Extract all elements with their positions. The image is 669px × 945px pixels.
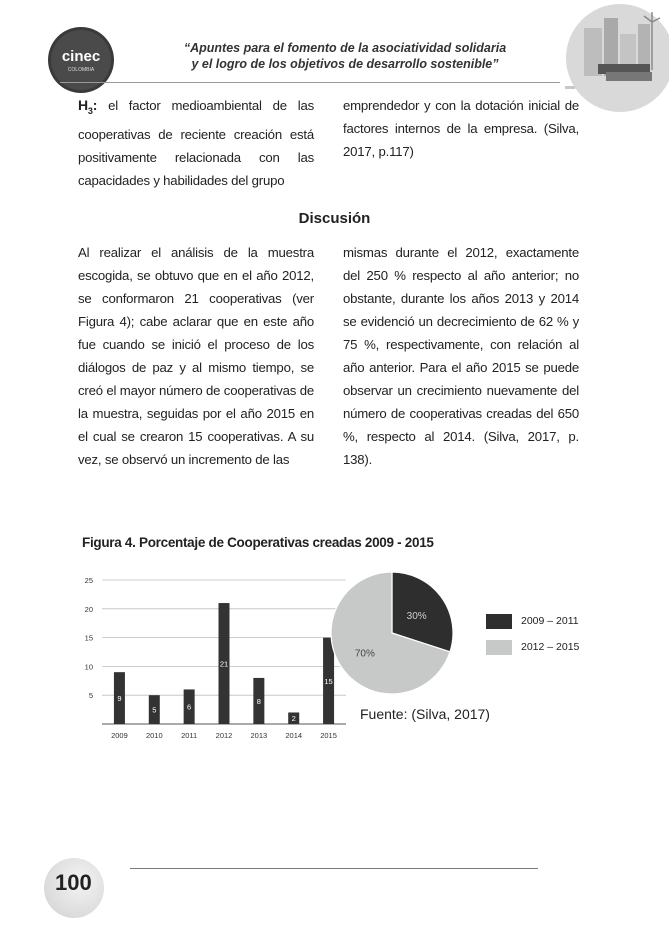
y-tick-label: 5 (89, 691, 93, 700)
bar-2012 (218, 603, 230, 724)
footer-divider (130, 868, 538, 869)
bar-value-label: 6 (187, 703, 191, 712)
legend-item: 2012 – 2015 (486, 636, 579, 658)
legend-swatch (486, 613, 512, 629)
corner-decoration-illustration (565, 4, 669, 112)
bar-2010 (148, 695, 160, 724)
logo-subtext: COLOMBIA (68, 67, 95, 73)
pie-slice-2 (330, 571, 451, 695)
x-tick-label: 2014 (285, 731, 302, 740)
x-tick-label: 2013 (251, 731, 268, 740)
y-tick-label: 20 (85, 605, 93, 614)
pie-value-label: 70% (355, 649, 375, 660)
bar-2014 (288, 712, 300, 724)
header-title: “Apuntes para el fomento de la asociativ… (135, 40, 555, 72)
pie-value-label: 30% (407, 611, 427, 622)
bar-value-label: 8 (257, 697, 261, 706)
bar-2009 (113, 672, 125, 724)
figure-title: Figura 4. Porcentaje de Cooperativas cre… (82, 535, 434, 550)
logo-text: cinec (62, 48, 100, 65)
page-number-circle (44, 858, 104, 918)
y-tick-label: 15 (85, 634, 93, 643)
hypothesis-left-column: H3: el factor medioambiental de las coop… (78, 94, 314, 192)
header-title-line2: y el logro de los objetivos de desarroll… (191, 57, 499, 71)
bar-value-label: 21 (220, 660, 228, 669)
legend-item: 2009 – 2011 (486, 610, 579, 632)
hypothesis-label: H3: (78, 97, 98, 116)
x-tick-label: 2009 (111, 731, 128, 740)
x-tick-label: 2011 (181, 731, 197, 740)
header-title-line1: “Apuntes para el fomento de la asociativ… (183, 41, 507, 55)
bar-value-label: 5 (152, 706, 156, 715)
bar-2015 (323, 637, 335, 724)
legend-label: 2009 – 2011 (521, 615, 579, 627)
bar-value-label: 15 (324, 677, 332, 686)
pie-slice-1 (391, 571, 454, 653)
legend-label: 2012 – 2015 (521, 641, 580, 653)
hypothesis-right-column: emprendedor y con la dotación inicial de… (343, 98, 579, 159)
cinec-logo: cinec COLOMBIA (48, 27, 114, 93)
bar-2011 (183, 689, 195, 724)
bar-value-label: 2 (292, 714, 296, 723)
section-title: Discusión (298, 210, 371, 227)
pie-legend: 2009 – 2011 2012 – 2015 (486, 610, 579, 662)
legend-swatch (486, 639, 512, 655)
header-divider (60, 82, 560, 83)
figure-source: Fuente: (Silva, 2017) (360, 706, 490, 722)
y-tick-label: 10 (85, 662, 93, 671)
pie-chart: 30% 70% (330, 571, 454, 695)
y-tick-label: 25 (85, 576, 93, 585)
discussion-left-column: Al realizar el análisis de la muestra es… (78, 245, 314, 467)
bar-chart: 5 10 15 20 25 9 2009 5 2010 6 2011 21 2012 8 2013 2 2014… (85, 576, 346, 740)
hypothesis-text-left: el factor medioambiental de las cooperat… (78, 98, 315, 188)
x-tick-label: 2015 (320, 731, 337, 740)
x-tick-label: 2012 (216, 731, 233, 740)
x-tick-label: 2010 (146, 731, 163, 740)
bar-value-label: 9 (117, 694, 121, 703)
discussion-right-column: mismas durante el 2012, exactamente del … (343, 245, 579, 467)
bar-2013 (253, 677, 265, 724)
page-number: 100 (55, 870, 92, 895)
